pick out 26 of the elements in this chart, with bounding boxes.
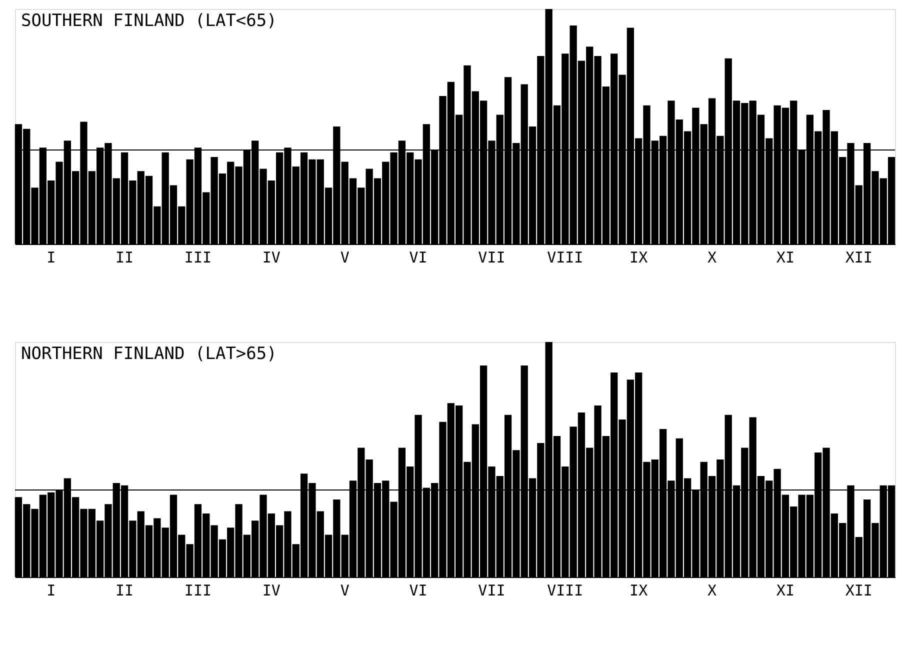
x-tick-label: XI: [776, 248, 794, 266]
x-tick-label: VII: [478, 248, 506, 266]
x-tick-label: IV: [262, 582, 280, 600]
x-tick-label: IX: [630, 248, 648, 266]
x-tick-label: XII: [845, 248, 872, 266]
x-tick-label: II: [116, 582, 134, 600]
x-tick-label: III: [184, 248, 212, 266]
x-tick-label: VIII: [547, 248, 584, 266]
x-tick-label: VII: [478, 582, 506, 600]
x-tick-label: III: [184, 582, 212, 600]
x-tick-label: IX: [630, 582, 648, 600]
chart-title: SOUTHERN FINLAND (LAT<65): [21, 11, 277, 31]
x-tick-label: II: [116, 248, 134, 266]
x-tick-label: XI: [776, 582, 794, 600]
x-tick-label: V: [340, 248, 350, 266]
x-tick-label: I: [46, 248, 56, 266]
x-tick-label: I: [46, 582, 56, 600]
x-tick-label: XII: [845, 582, 872, 600]
x-tick-label: V: [340, 582, 350, 600]
x-tick-label: X: [708, 582, 717, 600]
x-tick-label: VI: [409, 248, 428, 266]
chart-title: NORTHERN FINLAND (LAT>65): [21, 344, 277, 364]
x-tick-label: IV: [262, 248, 280, 266]
x-tick-label: VIII: [547, 582, 584, 600]
x-tick-label: X: [708, 248, 717, 266]
x-tick-label: VI: [409, 582, 428, 600]
